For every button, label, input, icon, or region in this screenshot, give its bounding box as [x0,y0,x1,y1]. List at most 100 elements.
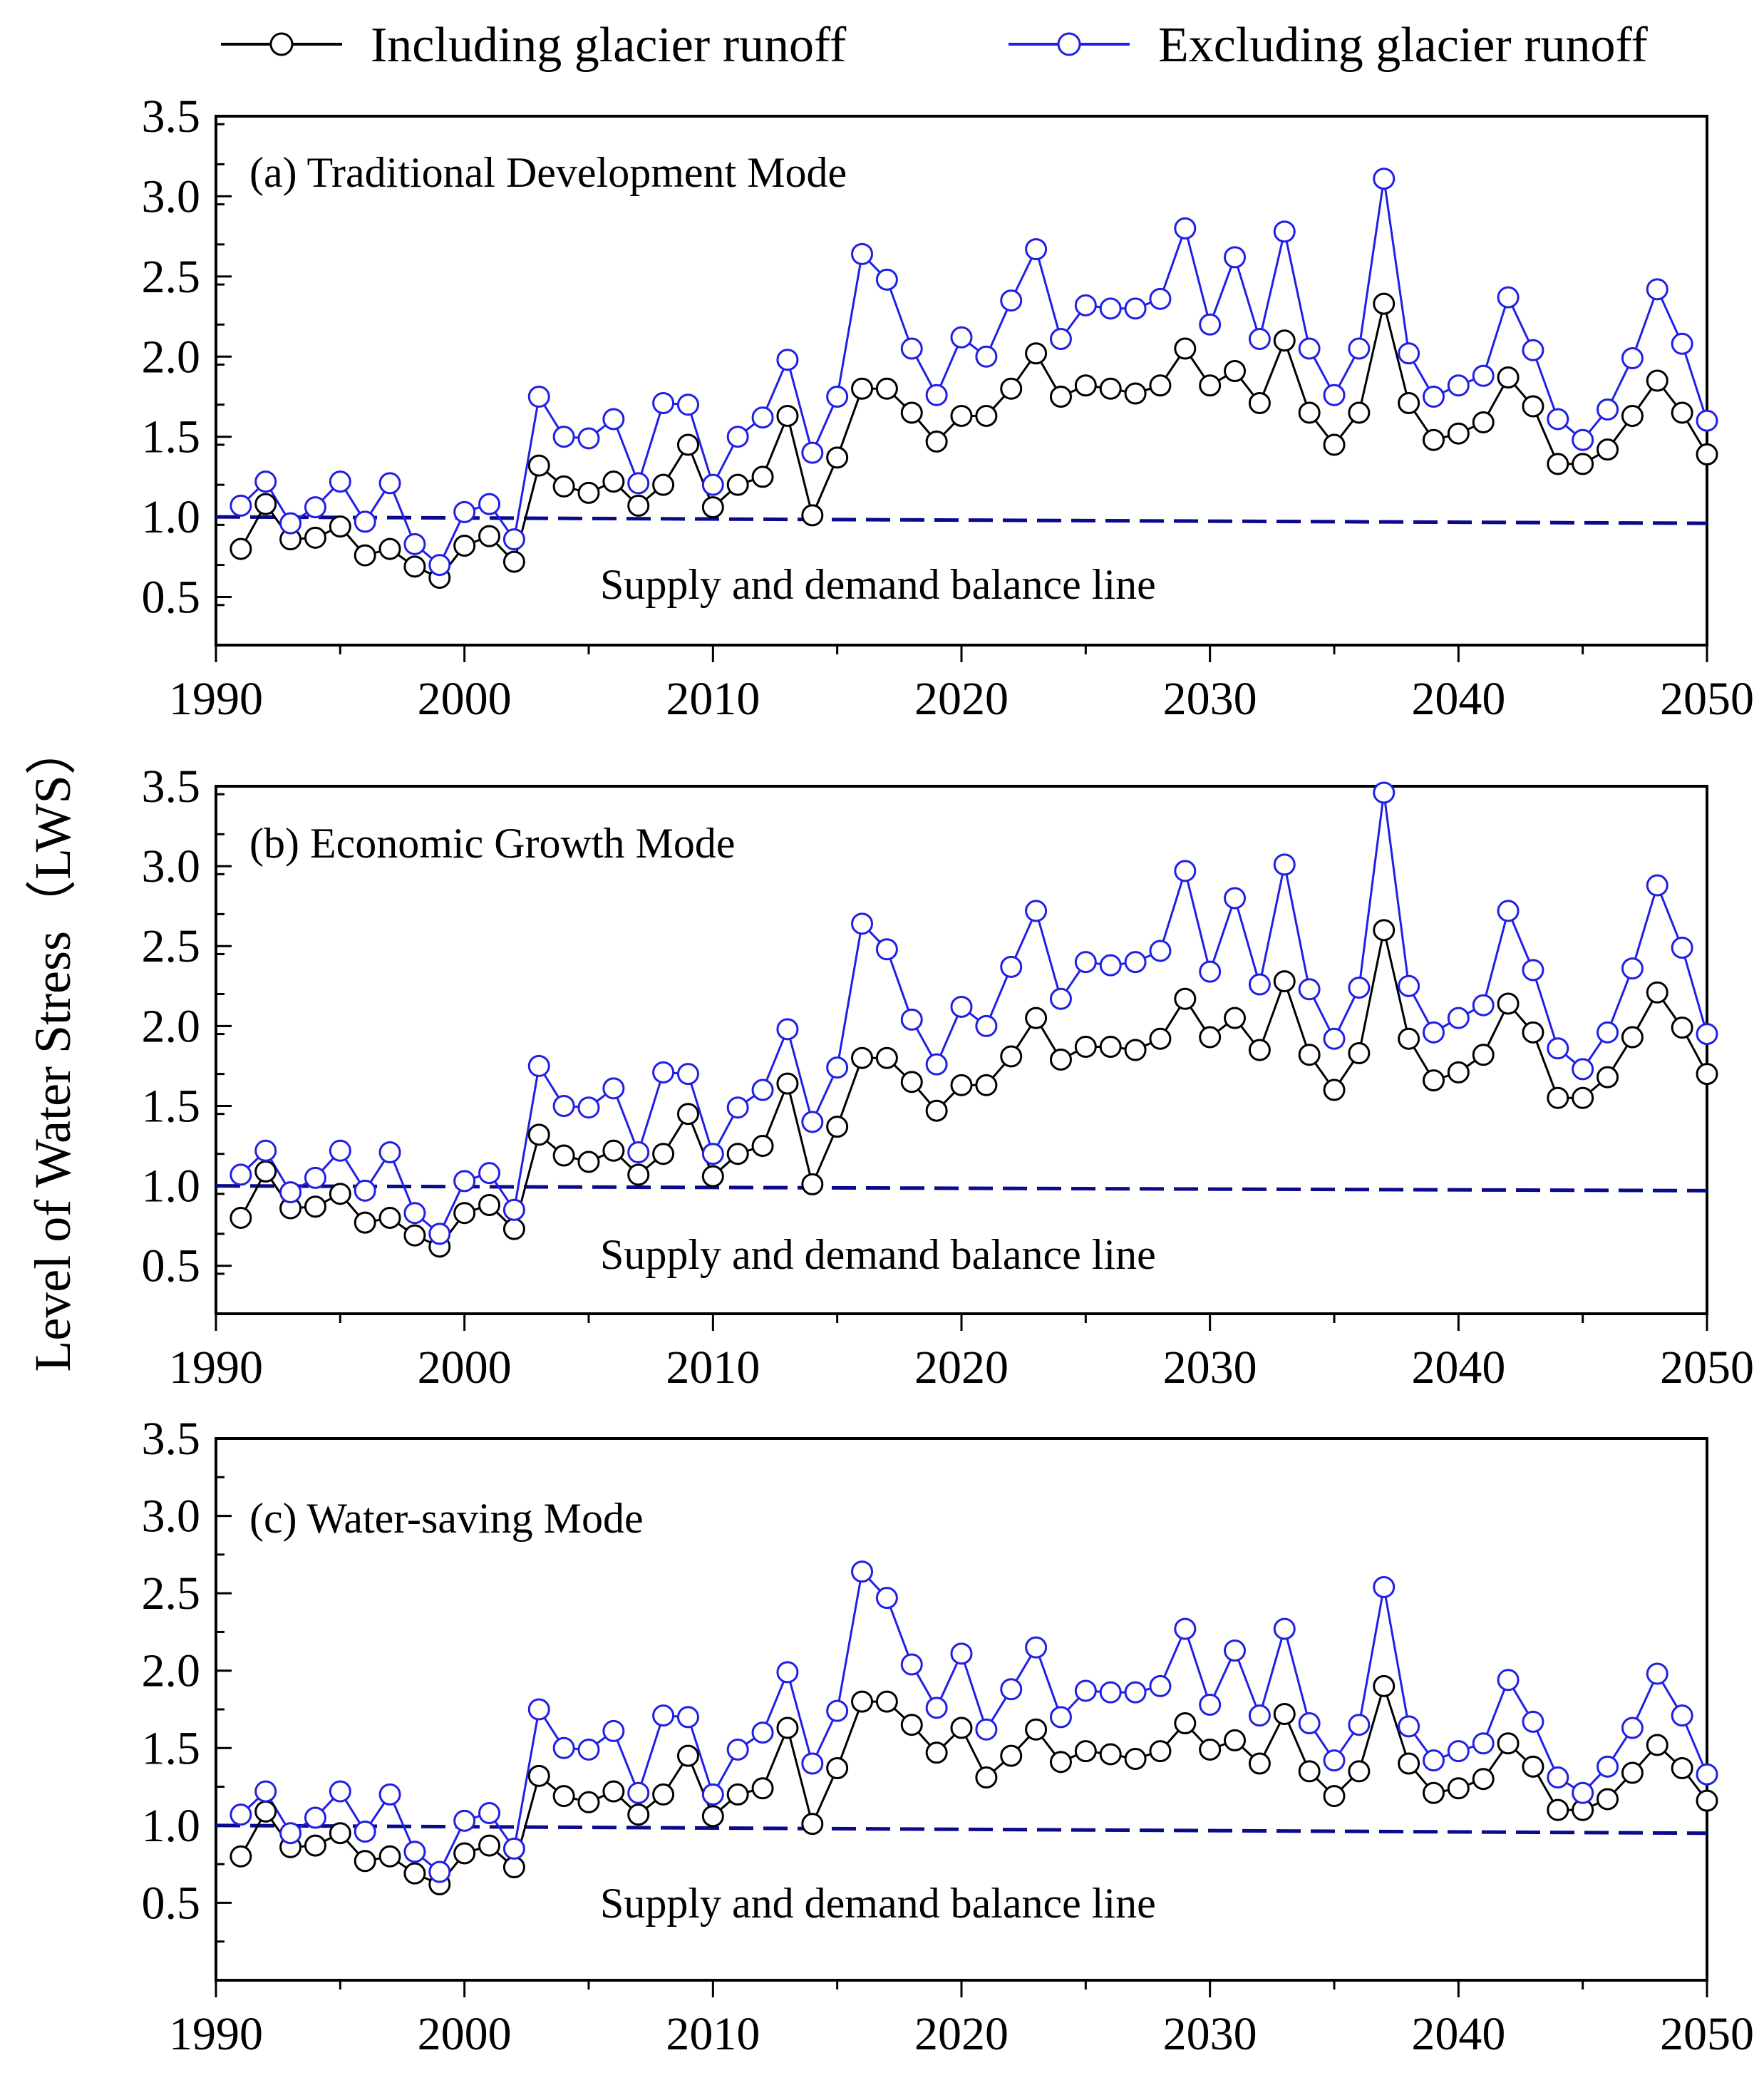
panel-a-point-including [1646,369,1668,392]
panel-c-y-tick-label: 1.5 [142,1722,201,1774]
panel-a-x-tick-label: 2030 [1163,673,1257,725]
panel-b-point-including [602,1139,625,1162]
panel-c-point-excluding [403,1841,426,1863]
panel-a-point-including [751,465,774,488]
panel-a-point-excluding [577,427,600,450]
panel-a-point-including [552,475,575,498]
panel-b-point-including [875,1046,898,1069]
panel-c-point-excluding [627,1781,650,1804]
panel-c-x-tick-label: 2040 [1411,2008,1505,2060]
panel-b-point-including [577,1151,600,1173]
panel-c-y-tick-label: 1.0 [142,1800,201,1852]
panel-a-point-excluding [1124,297,1147,320]
panel-a-point-excluding [875,268,898,291]
panel-a-point-including [1547,453,1569,475]
panel-c-point-excluding [801,1752,824,1775]
panel-a-point-including [1447,422,1470,445]
panel-a-x-tick-label: 2050 [1660,673,1754,725]
panel-c-point-excluding [652,1704,675,1727]
panel-b-point-including [701,1165,724,1188]
panel-c-point-including [1547,1798,1569,1821]
panel-b-point-excluding [1398,974,1420,997]
panel-b-point-including [527,1123,550,1146]
panel-c-point-including [1447,1777,1470,1800]
panel-b-y-tick-label: 2.5 [142,920,201,972]
panel-a-point-including [1621,404,1644,427]
panel-a-point-excluding [1671,332,1693,355]
panel-b-point-excluding [1422,1021,1445,1044]
panel-b-point-including [1049,1048,1072,1071]
panel-c-point-including [1621,1761,1644,1784]
panel-a-y-tick-label: 2.5 [142,251,201,303]
panel-c-point-including [1323,1785,1346,1808]
panel-b-x-tick-label: 2030 [1163,1342,1257,1394]
panel-a-point-excluding [1572,428,1594,451]
panel-c-point-excluding [552,1736,575,1759]
panel-b-point-including [403,1224,426,1247]
panel-c-point-including [1074,1740,1097,1763]
panel-c-point-excluding [950,1642,973,1665]
panel-a-point-including [453,535,476,557]
panel-c-point-including [701,1805,724,1828]
panel-b-point-excluding [1348,977,1371,999]
panel-b-point-excluding [453,1170,476,1193]
panel-b-point-excluding [701,1143,724,1165]
panel-a-point-excluding [1522,339,1544,361]
panel-a-point-excluding [1447,374,1470,397]
panel-b-point-excluding [1174,860,1197,882]
panel-b-point-excluding [900,1008,923,1031]
panel-c-point-including [1025,1718,1048,1741]
panel-c-point-including [1298,1760,1321,1783]
panel-c-point-including [1472,1768,1495,1791]
panel-b-point-including [1273,970,1296,993]
panel-a-point-including [1422,428,1445,451]
panel-a-point-including [354,544,376,567]
panel-c-point-excluding [1422,1749,1445,1772]
panel-b-title: (b) Economic Growth Mode [249,820,736,867]
panel-c-point-excluding [1025,1636,1048,1659]
panel-b-point-including [900,1071,923,1093]
panel-a-point-excluding [1348,337,1371,360]
panel-a-point-including [676,433,699,456]
panel-c-point-including [1124,1747,1147,1770]
panel-b-x-tick-label: 2010 [666,1342,760,1394]
panel-b-point-excluding [552,1094,575,1117]
panel-c-point-excluding [478,1801,501,1824]
panel-b-y-tick-label: 0.5 [142,1240,201,1292]
panel-c-x-tick-label: 1990 [169,2008,263,2060]
panel-a-point-including [627,494,650,517]
panel-a-point-excluding [478,493,501,515]
panel-b-point-including [329,1183,351,1205]
panel-b-balance-label: Supply and demand balance line [600,1231,1156,1278]
panel-c-point-including [801,1813,824,1836]
panel-a-y-tick-label: 3.5 [142,91,201,143]
panel-c-point-excluding [1497,1669,1520,1692]
panel-c-y-tick-label: 3.0 [142,1491,201,1543]
panel-a-x-tick-label: 1990 [169,673,263,725]
panel-b-point-excluding [279,1181,302,1204]
panel-c-point-including [950,1716,973,1739]
panel-b-point-excluding [577,1096,600,1119]
panel-b-x-tick-label: 2020 [914,1342,1009,1394]
panel-a-point-including [726,473,749,496]
panel-b-point-including [1149,1027,1172,1050]
panel-b-point-excluding [975,1014,998,1037]
panel-c-point-including [502,1855,525,1878]
panel-c-point-including [1696,1789,1718,1812]
panel-a-point-including [1149,374,1172,397]
panel-c-point-including [1348,1760,1371,1783]
panel-b-point-including [1348,1041,1371,1064]
panel-b-point-excluding [1472,994,1495,1016]
panel-c-point-including [1398,1752,1420,1775]
panel-b-point-excluding [1000,955,1023,978]
panel-c-point-excluding [502,1837,525,1860]
panel-b-point-including [229,1206,252,1229]
panel-a-x-tick-label: 2040 [1411,673,1505,725]
panel-a-point-including [254,493,277,515]
panel-b-point-excluding [627,1141,650,1164]
legend: Including glacier runoff Excluding glaci… [221,18,1648,73]
panel-a-marks [215,168,1718,590]
panel-b-point-excluding [1199,960,1222,983]
panel-b-point-excluding [925,1053,948,1076]
